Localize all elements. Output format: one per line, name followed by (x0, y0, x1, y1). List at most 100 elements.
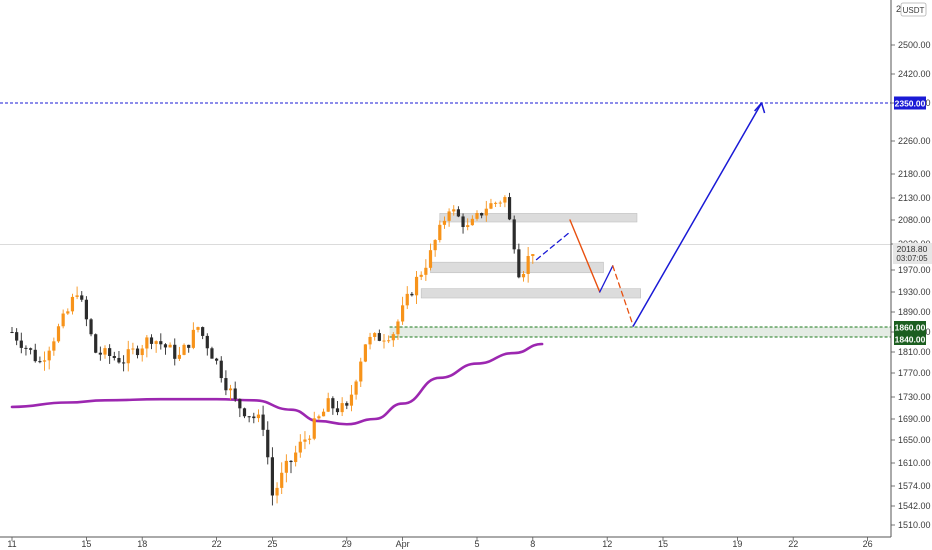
candle-body (270, 457, 274, 496)
candle-body (33, 349, 37, 362)
candle-body (108, 348, 112, 356)
candle-body (349, 394, 354, 406)
x-tick-label: 12 (602, 539, 612, 549)
candle-body (89, 319, 93, 335)
candle-body (275, 487, 279, 496)
candle-body (382, 340, 386, 342)
candle-body (345, 403, 349, 406)
candle-body (280, 472, 284, 488)
y-tick-label: 1690.00 (898, 414, 931, 424)
candle-body (215, 358, 219, 361)
y-tick-label: 1770.00 (898, 368, 931, 378)
y-tick-label: 1810.00 (898, 347, 931, 357)
candle-body (507, 197, 512, 220)
candle-body (531, 254, 535, 257)
x-tick-label: 8 (530, 539, 535, 549)
x-tick-label: Apr (396, 539, 410, 549)
candle-body (373, 333, 377, 337)
candle-body (256, 414, 261, 419)
candle-body (391, 334, 395, 341)
candle-body (233, 388, 237, 400)
candle-body (387, 340, 391, 342)
candle-body (317, 416, 321, 419)
candle-body (66, 311, 70, 314)
y-tick-label: 1510.00 (898, 520, 931, 530)
candle-body (42, 360, 47, 362)
candle-body (112, 355, 116, 358)
candle-body (126, 349, 130, 364)
candle-body (312, 418, 316, 439)
candle-body (56, 326, 61, 342)
candle-body (38, 361, 42, 363)
candle-body (452, 209, 456, 212)
candle-body (294, 452, 298, 463)
candle-body (428, 250, 433, 268)
candle-body (498, 202, 502, 204)
x-tick-label: 18 (137, 539, 147, 549)
candle-body (470, 218, 474, 226)
candle-body (228, 388, 233, 391)
candle-body (80, 295, 84, 300)
candle-body (145, 337, 149, 349)
x-tick-label: 19 (732, 539, 742, 549)
candle-body (173, 344, 177, 359)
candle-body (84, 299, 88, 320)
currency-label: USDT (903, 6, 925, 15)
x-tick-label: 22 (212, 539, 222, 549)
price-zone (439, 213, 638, 223)
candle-body (187, 344, 191, 348)
candle-body (475, 213, 479, 219)
candle-body (117, 357, 121, 363)
y-tick-label: 1542.00 (898, 501, 931, 511)
candle-body (19, 340, 23, 348)
candle-body (224, 378, 228, 391)
y-tick-label: 2130.00 (898, 193, 931, 203)
x-tick-label: 15 (81, 539, 91, 549)
candle-body (205, 335, 209, 349)
candle-body (308, 438, 312, 440)
x-tick-label: 15 (658, 539, 668, 549)
candle-body (489, 203, 493, 209)
y-tick-label: 1890.00 (898, 307, 931, 317)
y-tick-label: 1930.00 (898, 287, 931, 297)
x-tick-label: 29 (342, 539, 352, 549)
candle-body (494, 202, 498, 204)
projection-orange-drop (569, 219, 601, 293)
candle-body (75, 295, 79, 297)
y-tick-label: 2500.00 (898, 40, 931, 50)
price-zone (420, 288, 641, 299)
target-arrowhead (754, 102, 766, 114)
candle-body (210, 348, 214, 359)
target-price-tag (894, 96, 926, 110)
y-tick-label: 1610.00 (898, 458, 931, 468)
candle-body (377, 333, 381, 341)
candle-body (480, 213, 484, 216)
x-tick-label: 26 (863, 539, 873, 549)
candle-body (238, 399, 242, 409)
candle-body (321, 411, 326, 417)
candle-body (261, 414, 265, 430)
candle-body (396, 321, 400, 335)
candle-body (252, 416, 256, 419)
candle-body (94, 334, 98, 353)
support-low-tag (894, 333, 926, 345)
candle-body (438, 224, 442, 241)
y-tick-label: 1574.00 (898, 481, 931, 491)
candle-body (401, 305, 405, 322)
projection-orange-dashed (612, 265, 634, 327)
candle-body (266, 429, 270, 458)
currency-badge[interactable] (900, 2, 927, 17)
x-tick-label: 25 (267, 539, 277, 549)
candle-body (15, 332, 19, 341)
y-tick-label: 2180.00 (898, 169, 931, 179)
candle-body (29, 348, 33, 350)
projection-blue-dashed (535, 231, 571, 261)
y-tick-label: 2080.00 (898, 215, 931, 225)
candle-body (414, 276, 419, 296)
current-price-tag (893, 243, 932, 264)
candle-body (363, 344, 367, 362)
y-tick-label: 2260.00 (898, 136, 931, 146)
target-price-label: 2350.00 (895, 99, 926, 109)
candle-body (168, 344, 172, 348)
